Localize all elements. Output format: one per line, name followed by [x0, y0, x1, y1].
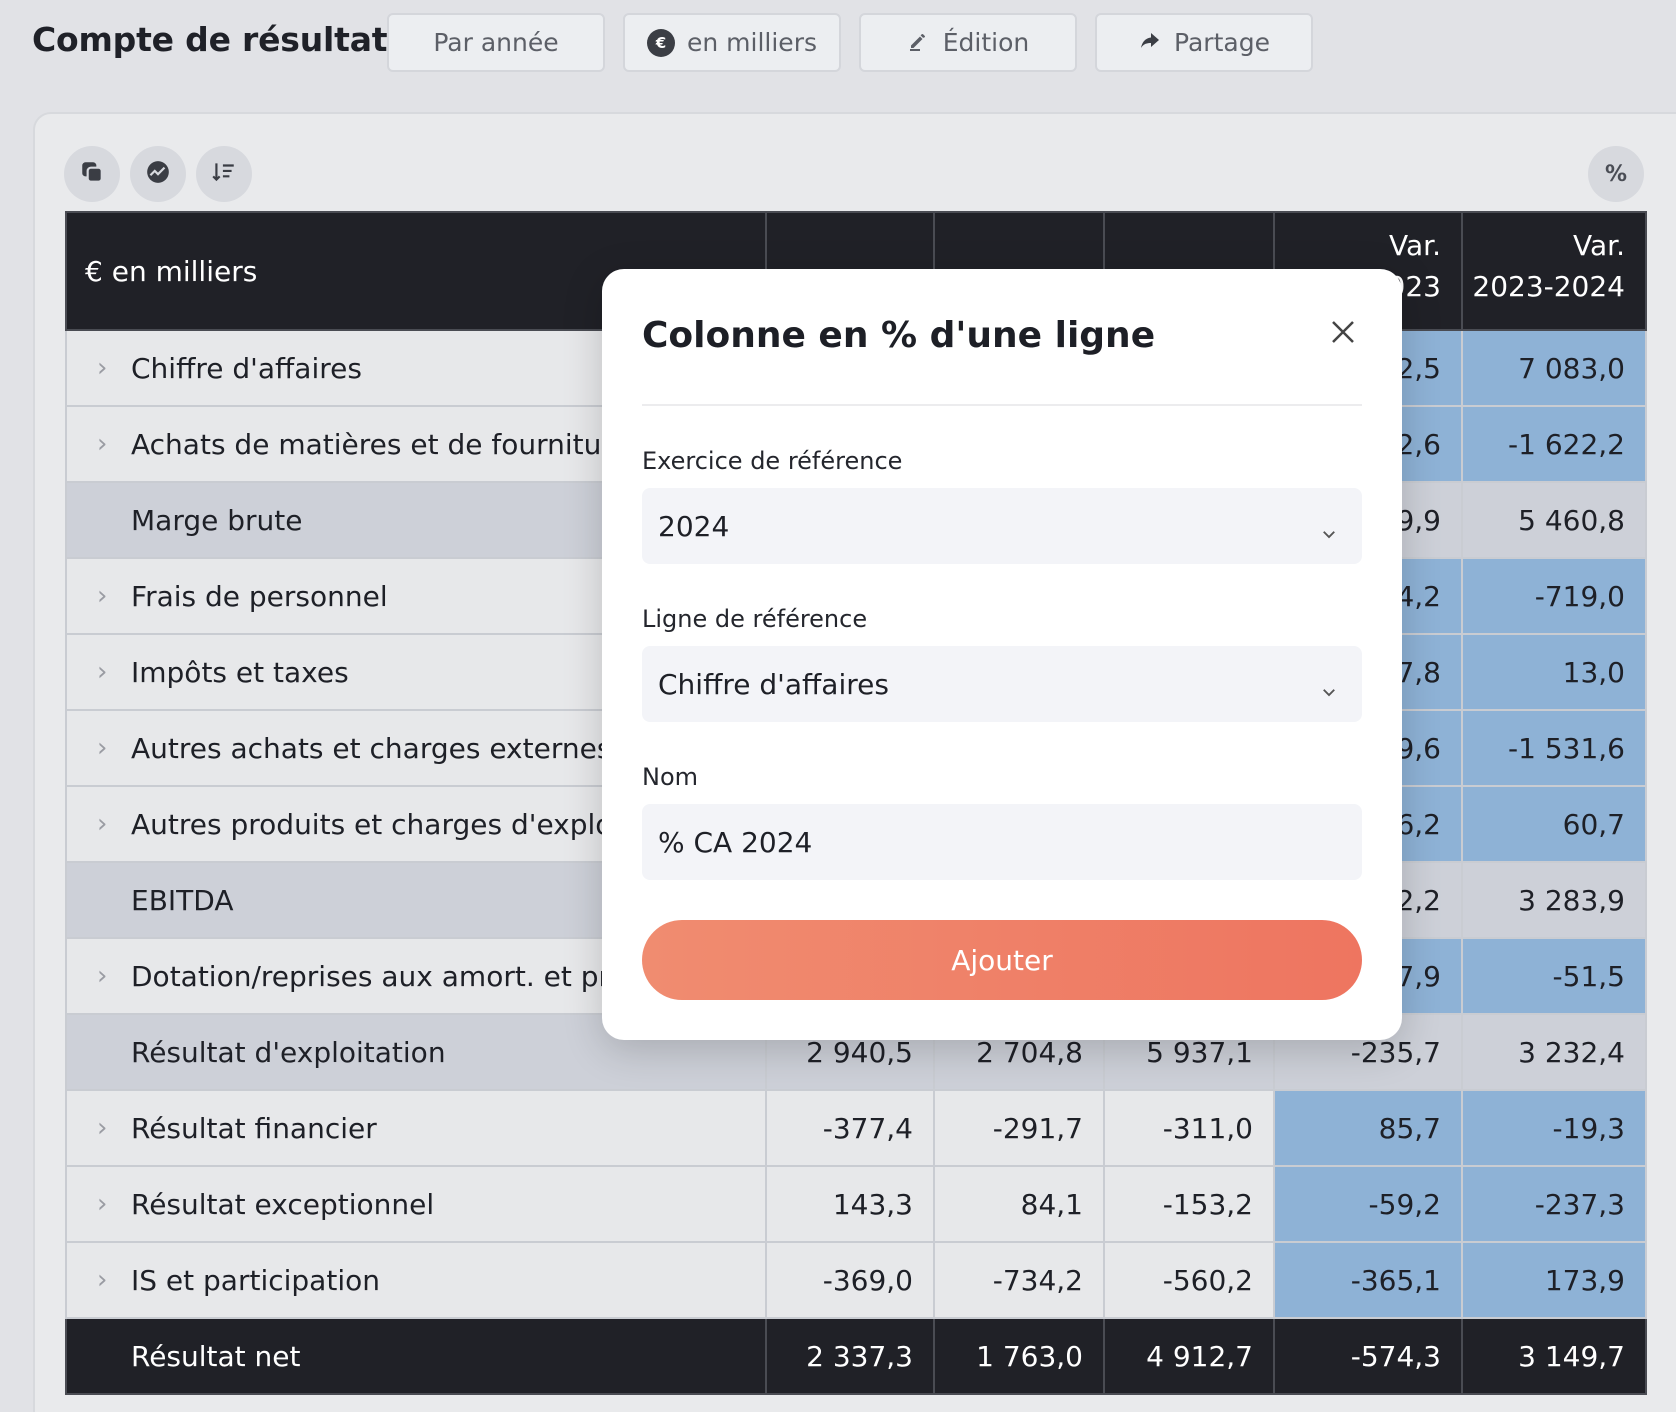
copy-button[interactable]	[64, 146, 120, 202]
page-title: Compte de résultat	[32, 20, 388, 59]
chevron-right-icon[interactable]: ›	[97, 1113, 108, 1143]
table-cell: -237,3	[1461, 1165, 1647, 1243]
row-label-text: Résultat net	[131, 1339, 301, 1373]
chevron-right-icon[interactable]: ›	[97, 581, 108, 611]
period-button-label: Par année	[433, 28, 559, 57]
table-cell: -1 622,2	[1461, 405, 1647, 483]
name-value: % CA 2024	[658, 825, 813, 859]
name-label: Nom	[642, 763, 699, 791]
chevron-right-icon[interactable]: ›	[97, 657, 108, 687]
table-cell: -59,2	[1273, 1165, 1463, 1243]
table-cell: -377,4	[765, 1089, 935, 1167]
chevron-right-icon[interactable]: ›	[97, 1189, 108, 1219]
row-label-text: Marge brute	[131, 503, 303, 537]
table-cell: 143,3	[765, 1165, 935, 1243]
table-cell: 60,7	[1461, 785, 1647, 863]
sort-button[interactable]	[196, 146, 252, 202]
table-cell: -560,2	[1103, 1241, 1275, 1319]
chevron-right-icon[interactable]: ›	[97, 733, 108, 763]
table-cell: 3 283,9	[1461, 861, 1647, 939]
header-line: Var.	[1573, 229, 1625, 262]
table-cell: -719,0	[1461, 557, 1647, 635]
share-arrow-icon	[1138, 28, 1162, 58]
table-cell: -369,0	[765, 1241, 935, 1319]
row-label-text: Résultat d'exploitation	[131, 1035, 446, 1069]
percent-column-dialog: Colonne en % d'une ligne Exercice de réf…	[602, 269, 1402, 1040]
chevron-right-icon[interactable]: ›	[97, 961, 108, 991]
table-cell: -51,5	[1461, 937, 1647, 1015]
units-button[interactable]: € en milliers	[623, 13, 841, 72]
chevron-down-icon	[1320, 675, 1338, 697]
table-row[interactable]: › Résultat exceptionnel 143,3 84,1 -153,2 -59…	[65, 1165, 1647, 1243]
copy-icon	[79, 159, 105, 189]
row-label-text: EBITDA	[131, 883, 234, 917]
edit-button[interactable]: Édition	[859, 13, 1077, 72]
table-cell: -153,2	[1103, 1165, 1275, 1243]
exercise-label: Exercice de référence	[642, 447, 903, 475]
table-cell: 3 232,4	[1461, 1013, 1647, 1091]
row-label-text: IS et participation	[131, 1263, 380, 1297]
chevron-right-icon[interactable]: ›	[97, 353, 108, 383]
header-line: Var.	[1389, 229, 1441, 262]
line-value: Chiffre d'affaires	[658, 667, 889, 701]
add-button[interactable]: Ajouter	[642, 920, 1362, 1000]
table-cell: 3 149,7	[1461, 1317, 1647, 1395]
row-label: Résultat net	[65, 1317, 767, 1395]
row-label-text: Impôts et taxes	[131, 655, 349, 689]
chevron-right-icon[interactable]: ›	[97, 809, 108, 839]
table-cell: 4 912,7	[1103, 1317, 1275, 1395]
name-input[interactable]: % CA 2024	[642, 804, 1362, 880]
euro-icon: €	[647, 28, 675, 57]
table-cell: 5 460,8	[1461, 481, 1647, 559]
chart-icon	[145, 159, 171, 189]
line-label: Ligne de référence	[642, 605, 868, 633]
header-line: 2023-2024	[1472, 270, 1625, 303]
chevron-right-icon[interactable]: ›	[97, 429, 108, 459]
table-cell: 85,7	[1273, 1089, 1463, 1167]
table-cell: -574,3	[1273, 1317, 1463, 1395]
table-cell: -19,3	[1461, 1089, 1647, 1167]
row-label: › Résultat exceptionnel	[65, 1165, 767, 1243]
share-button[interactable]: Partage	[1095, 13, 1313, 72]
line-select[interactable]: Chiffre d'affaires	[642, 646, 1362, 722]
chart-button[interactable]	[130, 146, 186, 202]
chevron-down-icon	[1320, 517, 1338, 539]
table-cell: -291,7	[933, 1089, 1105, 1167]
row-label-text: Achats de matières et de fournitures	[131, 427, 645, 461]
table-cell: -365,1	[1273, 1241, 1463, 1319]
table-row[interactable]: › Résultat financier -377,4 -291,7 -311,0 85,…	[65, 1089, 1647, 1167]
row-label-text: Résultat financier	[131, 1111, 377, 1145]
table-cell: 2 337,3	[765, 1317, 935, 1395]
share-button-label: Partage	[1174, 28, 1270, 57]
dialog-title: Colonne en % d'une ligne	[642, 315, 1156, 356]
sort-icon	[211, 159, 237, 189]
table-cell: -734,2	[933, 1241, 1105, 1319]
pencil-icon	[907, 28, 931, 58]
row-label-text: Résultat exceptionnel	[131, 1187, 435, 1221]
table-row[interactable]: › IS et participation -369,0 -734,2 -560,2 -3…	[65, 1241, 1647, 1319]
table-row: Résultat net 2 337,3 1 763,0 4 912,7 -574,3 3…	[65, 1317, 1647, 1395]
units-button-label: en milliers	[687, 28, 817, 57]
table-cell: 173,9	[1461, 1241, 1647, 1319]
row-label-text: Chiffre d'affaires	[131, 351, 362, 385]
close-icon[interactable]	[1328, 317, 1358, 347]
row-label-text: Frais de personnel	[131, 579, 388, 613]
table-cell: 84,1	[933, 1165, 1105, 1243]
row-label: › Résultat financier	[65, 1089, 767, 1167]
percent-toggle-button[interactable]: %	[1588, 146, 1644, 202]
table-cell: -1 531,6	[1461, 709, 1647, 787]
row-label: › IS et participation	[65, 1241, 767, 1319]
table-cell: 1 763,0	[933, 1317, 1105, 1395]
column-header-var-2023-2024[interactable]: Var. 2023-2024	[1461, 211, 1647, 331]
table-cell: -311,0	[1103, 1089, 1275, 1167]
period-button[interactable]: Par année	[387, 13, 605, 72]
table-cell: 13,0	[1461, 633, 1647, 711]
chevron-right-icon[interactable]: ›	[97, 1265, 108, 1295]
row-label-text: Autres achats et charges externes	[131, 731, 612, 765]
exercise-select[interactable]: 2024	[642, 488, 1362, 564]
table-cell: 7 083,0	[1461, 329, 1647, 407]
edit-button-label: Édition	[942, 28, 1030, 57]
exercise-value: 2024	[658, 509, 730, 543]
dialog-divider	[642, 404, 1362, 406]
